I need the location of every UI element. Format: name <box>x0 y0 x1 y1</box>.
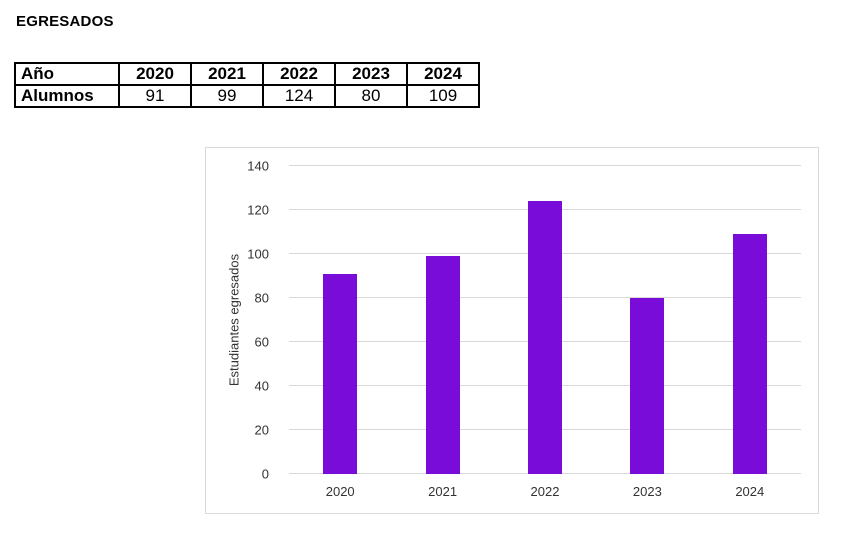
y-tick-label: 40 <box>254 378 269 394</box>
table-header-2024: 2024 <box>406 62 480 86</box>
table-label-alumnos: Alumnos <box>14 84 120 108</box>
y-tick-label: 60 <box>254 334 269 350</box>
table-value-2024: 109 <box>406 84 480 108</box>
table-header-2022: 2022 <box>262 62 336 86</box>
y-tick-label: 20 <box>254 422 269 438</box>
y-tick-label: 120 <box>247 202 269 218</box>
x-axis-label: 2022 <box>530 484 560 499</box>
x-axis-label: 2024 <box>735 484 765 499</box>
table-header-2020: 2020 <box>118 62 192 86</box>
table-header-2021: 2021 <box>190 62 264 86</box>
y-tick-label: 0 <box>261 466 269 482</box>
x-axis-label: 2020 <box>325 484 355 499</box>
egresados-table: Año 2020 2021 2022 2023 2024 Alumnos 91 … <box>14 62 480 108</box>
page-title: EGRESADOS <box>16 13 114 30</box>
table-value-2020: 91 <box>118 84 192 108</box>
bar-2021 <box>425 256 460 474</box>
plot-area <box>289 165 801 474</box>
x-axis-label: 2021 <box>428 484 458 499</box>
table-header-ano: Año <box>14 62 120 86</box>
bar-2020 <box>323 273 358 474</box>
bar-chart: Estudiantes egresados 0 20 40 60 80 100 120 140… <box>205 147 819 514</box>
y-axis-ticks: 0 20 40 60 80 100 120 140 <box>206 160 279 481</box>
bar-2024 <box>732 234 767 474</box>
table-value-2021: 99 <box>190 84 264 108</box>
table-header-row: Año 2020 2021 2022 2023 2024 <box>14 62 480 86</box>
bar-2023 <box>630 298 665 474</box>
y-tick-label: 80 <box>254 290 269 306</box>
gridline <box>289 165 801 166</box>
bar-2022 <box>528 201 562 474</box>
x-axis-label: 2023 <box>632 484 662 499</box>
y-tick-label: 100 <box>247 246 269 262</box>
table-header-2023: 2023 <box>334 62 408 86</box>
table-value-2023: 80 <box>334 84 408 108</box>
table-value-2022: 124 <box>262 84 336 108</box>
y-tick-label: 140 <box>247 158 269 174</box>
table-data-row: Alumnos 91 99 124 80 109 <box>14 84 480 108</box>
x-axis-labels: 2020 2021 2022 2023 2024 <box>289 484 801 502</box>
